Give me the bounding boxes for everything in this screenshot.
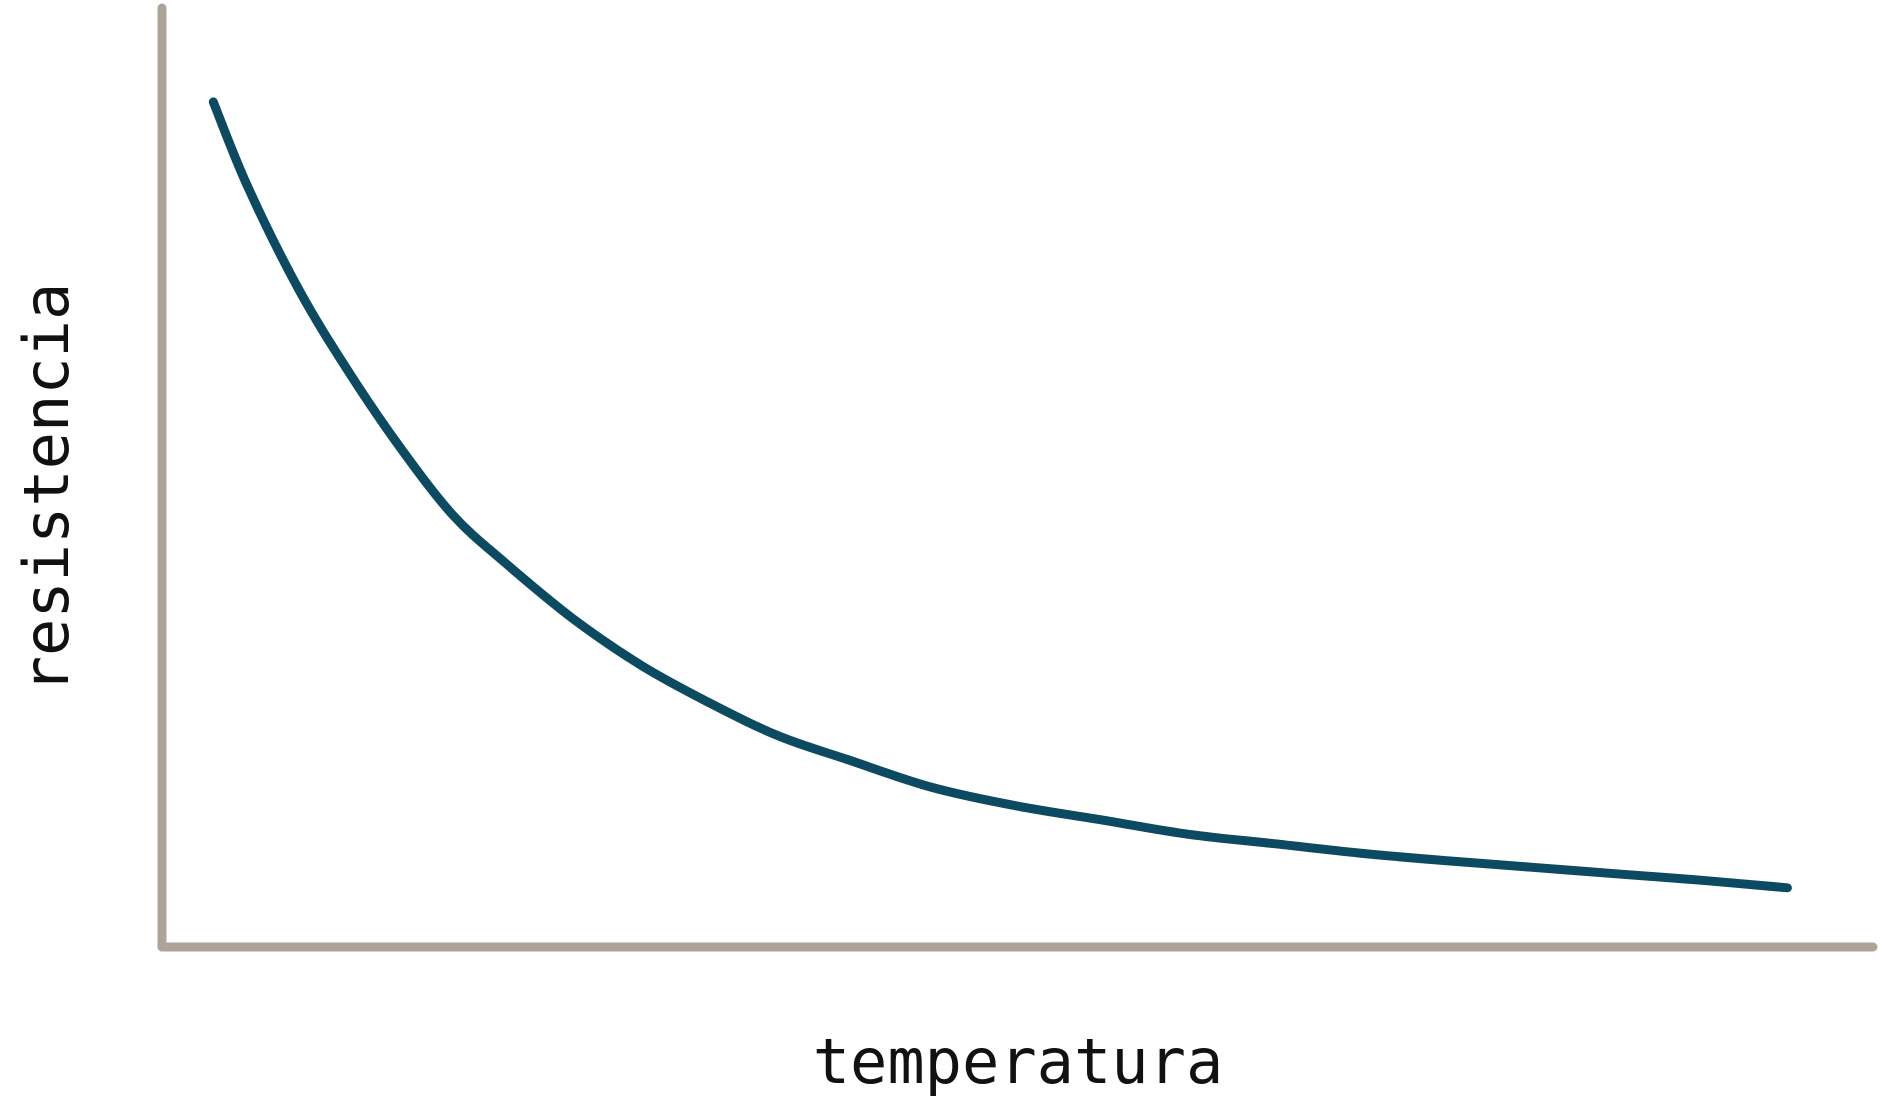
series-group <box>208 97 1792 893</box>
axes <box>157 3 1878 952</box>
y-axis-label: resistencia <box>10 283 83 694</box>
x-axis-label: temperatura <box>813 1025 1224 1098</box>
series-line-0 <box>208 97 1792 893</box>
